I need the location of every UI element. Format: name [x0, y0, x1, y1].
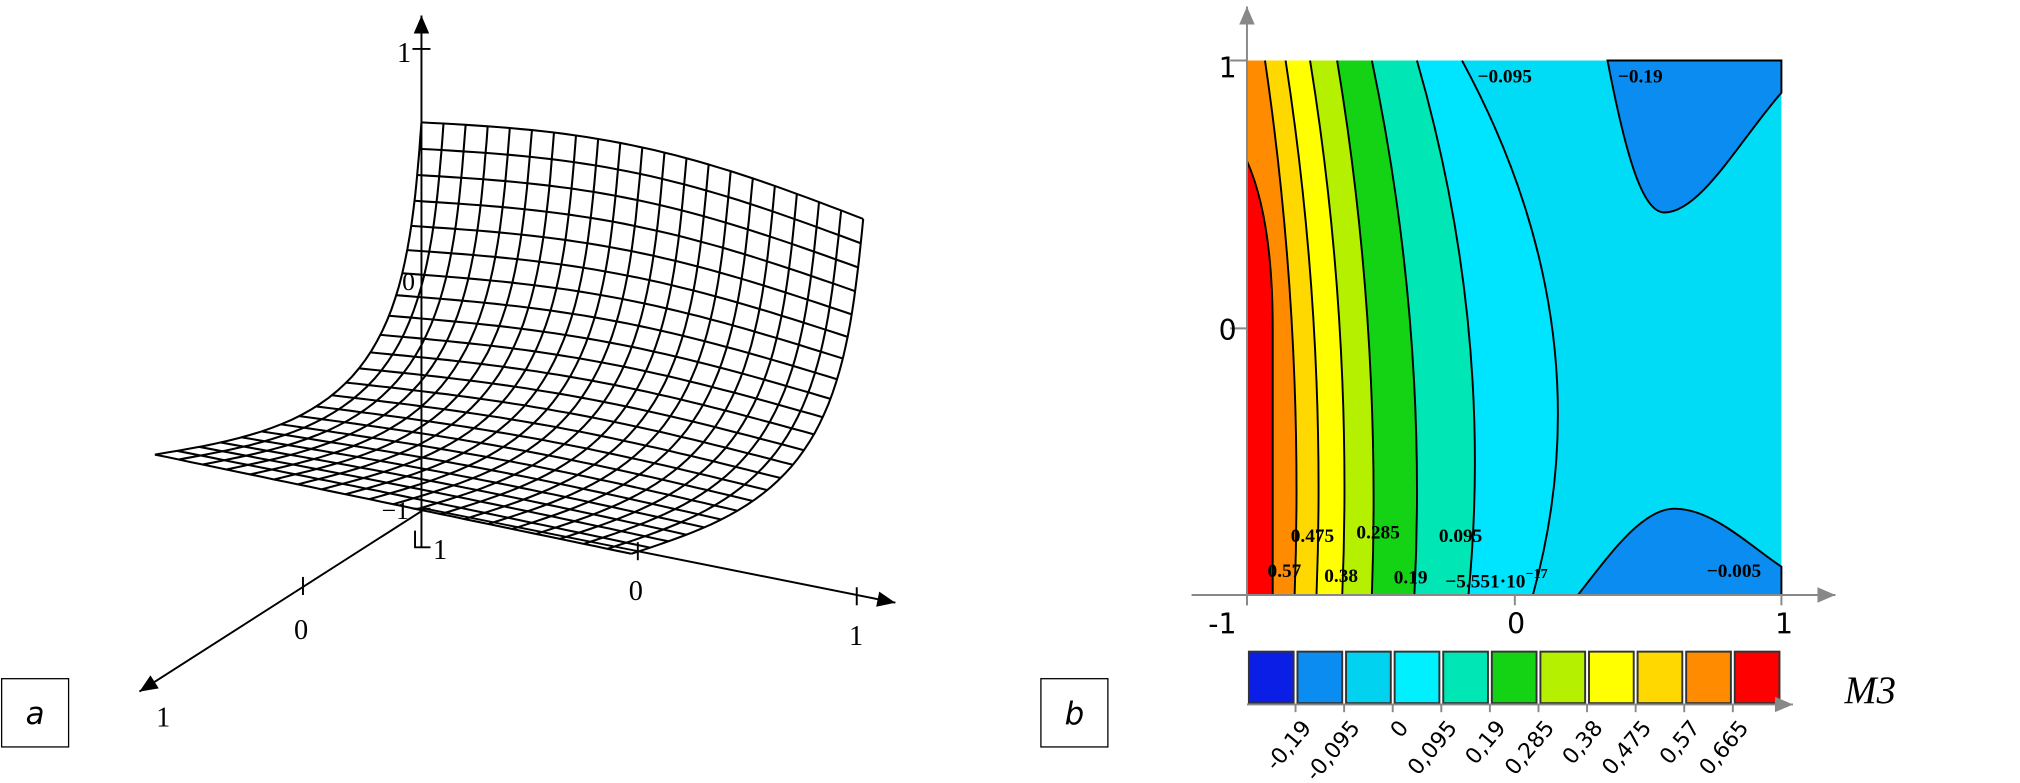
label: 0,665: [1695, 716, 1754, 780]
label: 1: [156, 702, 170, 733]
colorbar-cell: [1685, 650, 1732, 705]
colorbar-cell: [1296, 650, 1344, 705]
label: 1: [1775, 608, 1793, 641]
label-box: [1040, 678, 1109, 748]
label: 0: [629, 576, 643, 607]
contour-line: [1370, 60, 1418, 596]
contour-line: [1284, 60, 1320, 596]
colorbar-cell: [1442, 650, 1489, 705]
label: −17: [1525, 566, 1547, 582]
contour-line: [1416, 60, 1476, 596]
label: -0,095: [1301, 716, 1365, 783]
label: −0.19: [1618, 66, 1663, 87]
label: 0.285: [1356, 522, 1399, 543]
colorbar-cell: [1588, 650, 1635, 705]
mesh-line: [511, 178, 754, 531]
mesh-line: [178, 123, 445, 461]
mesh-line: [249, 127, 511, 476]
axes: [1191, 6, 1836, 606]
contour-line: [1264, 60, 1298, 596]
label: 0,475: [1598, 716, 1657, 780]
label: −0.005: [1707, 561, 1761, 582]
contour-plot: [1246, 59, 1783, 596]
mesh: [154, 121, 865, 555]
axes: [138, 15, 896, 693]
mesh-line: [631, 218, 865, 555]
label: -1: [1208, 608, 1236, 641]
label: M3: [1844, 670, 1896, 712]
colorbar-cell: [1539, 650, 1587, 705]
axes: [1246, 696, 1793, 713]
label: 0,285: [1500, 716, 1559, 780]
mesh-line: [358, 367, 805, 452]
label: 0: [1219, 314, 1237, 347]
mesh-line: [226, 126, 489, 471]
colorbar-cell: [1733, 650, 1781, 705]
mesh-line: [440, 158, 688, 516]
label: −5.551·10: [1445, 571, 1525, 592]
mesh-line: [202, 124, 467, 466]
mesh-line: [464, 164, 710, 521]
label: −5.551·10−17: [1445, 566, 1547, 592]
mesh-line: [416, 152, 666, 511]
arrow-head: [876, 591, 896, 607]
label: 1: [849, 621, 863, 652]
contour-band: [1246, 160, 1273, 595]
label: −1: [382, 496, 409, 525]
tick: [414, 530, 431, 549]
mesh-line: [535, 185, 776, 535]
axis-line: [425, 507, 896, 604]
mesh-line: [273, 129, 533, 481]
mesh-line: [607, 210, 843, 550]
panel-label: b: [1065, 696, 1085, 732]
colorbar-cell: [1345, 650, 1392, 705]
label-box: [0, 678, 70, 748]
label: 0.095: [1439, 526, 1482, 547]
colorbar-cell: [1247, 650, 1295, 705]
mesh-line: [321, 135, 578, 491]
contour-band: [1606, 59, 1783, 214]
contour-line: [1461, 60, 1559, 596]
mesh-line: [297, 132, 556, 486]
colorbar-cell: [1490, 650, 1538, 705]
colorbar-cell: [1636, 650, 1684, 705]
label: 0: [1386, 716, 1414, 743]
arrow-head: [413, 15, 430, 34]
label: −0.095: [1477, 66, 1531, 87]
label: 0.57: [1268, 561, 1302, 582]
label: 1: [433, 535, 447, 566]
arrow-head: [1774, 696, 1793, 713]
contour-line: [1336, 60, 1375, 596]
mesh-line: [583, 201, 821, 545]
mesh-line: [369, 142, 622, 501]
colorbar-cell: [1393, 650, 1441, 705]
mesh-line: [345, 138, 600, 496]
axis-line: [138, 507, 426, 693]
label: 0: [402, 267, 415, 296]
mesh-line: [488, 171, 732, 525]
label: 1: [1219, 51, 1237, 84]
label: 0.19: [1394, 567, 1428, 588]
contour-band: [1575, 507, 1783, 596]
mesh-line: [154, 122, 423, 456]
label: 1: [397, 38, 411, 69]
arrow-head: [1817, 587, 1836, 603]
label: 0.475: [1291, 526, 1334, 547]
mesh-line: [392, 147, 644, 506]
arrow-head: [1239, 6, 1255, 25]
contour-line: [1309, 60, 1346, 596]
label: 0: [294, 615, 308, 646]
mesh-line: [559, 193, 798, 540]
panel-label: a: [26, 696, 45, 732]
label: 0: [1507, 608, 1525, 641]
label: 0,095: [1403, 716, 1462, 780]
arrow-head: [139, 675, 159, 692]
contour-line: [1246, 160, 1274, 595]
label: 0.38: [1324, 566, 1358, 587]
mesh-line: [241, 436, 705, 529]
